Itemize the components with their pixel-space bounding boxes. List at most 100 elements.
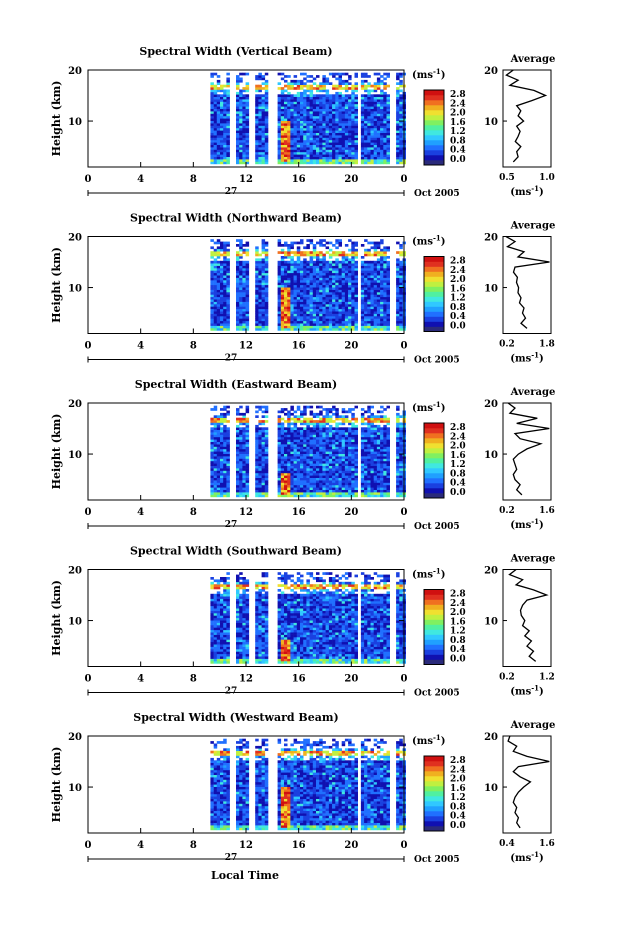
heatmap-cell xyxy=(309,328,314,331)
heatmap-cell xyxy=(332,125,336,129)
heatmap-cell xyxy=(325,410,330,414)
heatmap-cell xyxy=(258,72,262,76)
heatmap-cell xyxy=(396,103,400,107)
heatmap-cell xyxy=(296,292,301,295)
heatmap-cell xyxy=(300,434,304,438)
heatmap-cell xyxy=(367,265,371,269)
heatmap-cell xyxy=(245,156,250,160)
heatmap-cell xyxy=(303,294,307,298)
heatmap-cell xyxy=(360,120,365,124)
heatmap-cell xyxy=(287,149,291,153)
heatmap-cell xyxy=(338,94,342,97)
heatmap-cell xyxy=(296,159,301,162)
heatmap-cell xyxy=(216,120,221,124)
heatmap-cell xyxy=(344,434,349,438)
heatmap-cell xyxy=(351,446,355,450)
heatmap-cell xyxy=(380,258,384,262)
heatmap-cell xyxy=(335,480,339,483)
heatmap-cell xyxy=(316,144,320,148)
heatmap-cell xyxy=(258,477,262,481)
heatmap-cell xyxy=(373,270,378,274)
heatmap-cell xyxy=(277,142,282,145)
heatmap-cell xyxy=(296,149,301,153)
heatmap-cell xyxy=(277,316,282,319)
heatmap-cell xyxy=(261,123,266,126)
colorbar-swatch xyxy=(424,261,444,267)
heatmap-cell xyxy=(332,439,336,442)
heatmap-cell xyxy=(303,82,307,85)
heatmap-cell xyxy=(360,434,365,438)
heatmap-cell xyxy=(351,492,355,495)
heatmap-cell xyxy=(328,296,333,300)
heatmap-cell xyxy=(236,118,240,121)
heatmap-cell xyxy=(335,448,339,452)
heatmap-cell xyxy=(261,137,266,141)
heatmap-cell xyxy=(344,277,349,281)
heatmap-cell xyxy=(277,125,282,129)
heatmap-cell xyxy=(210,436,214,440)
heatmap-cell xyxy=(319,484,323,488)
y-axis-label: Height (km) xyxy=(50,247,63,323)
heatmap-cell xyxy=(255,451,259,454)
profile-unit-label: (ms-1) xyxy=(510,351,543,365)
heatmap-cell xyxy=(216,320,221,324)
heatmap-cell xyxy=(360,432,365,435)
heatmap-cell xyxy=(239,253,243,257)
heatmap-cell xyxy=(376,318,381,322)
heatmap-cell xyxy=(309,159,314,162)
heatmap-cell xyxy=(280,277,285,281)
heatmap-cell xyxy=(216,434,221,438)
heatmap-cell xyxy=(348,422,352,426)
heatmap-cell xyxy=(242,125,246,129)
heatmap-cell xyxy=(255,480,259,483)
heatmap-cell xyxy=(239,427,243,430)
heatmap-cell xyxy=(338,284,342,288)
heatmap-cell xyxy=(300,287,304,290)
heatmap-cell xyxy=(261,260,266,264)
heatmap-cell xyxy=(239,412,243,416)
heatmap-cell xyxy=(226,287,230,290)
heatmap-cell xyxy=(354,244,358,247)
heatmap-cell xyxy=(293,480,298,483)
heatmap-cell xyxy=(338,477,342,481)
heatmap-cell xyxy=(325,101,330,105)
heatmap-cell xyxy=(210,118,214,121)
heatmap-cell xyxy=(261,494,266,498)
heatmap-cell xyxy=(399,75,403,78)
heatmap-cell xyxy=(264,432,269,435)
heatmap-cell xyxy=(319,89,323,93)
heatmap-cell xyxy=(216,436,221,440)
heatmap-cell xyxy=(316,111,320,114)
heatmap-cell xyxy=(348,277,352,281)
heatmap-cell xyxy=(277,120,282,124)
heatmap-cell xyxy=(376,320,381,324)
heatmap-cell xyxy=(344,311,349,314)
heatmap-cell xyxy=(300,263,304,266)
heatmap-cell xyxy=(226,265,230,269)
heatmap-cell xyxy=(220,154,224,157)
heatmap-cell xyxy=(354,487,358,490)
heatmap-cell xyxy=(364,132,368,136)
heatmap-cell xyxy=(309,470,314,474)
heatmap-cell xyxy=(396,272,400,276)
heatmap-cell xyxy=(335,320,339,324)
heatmap-cell xyxy=(236,282,240,286)
heatmap-cell xyxy=(354,113,358,117)
heatmap-cell xyxy=(223,265,227,269)
heatmap-cell xyxy=(290,316,294,319)
heatmap-cell xyxy=(312,328,317,331)
heatmap-cell xyxy=(296,415,301,418)
heatmap-cell xyxy=(210,429,214,433)
heatmap-cell xyxy=(376,113,381,117)
heatmap-cell xyxy=(370,103,374,107)
heatmap-cell xyxy=(370,125,374,129)
heatmap-cell xyxy=(303,113,307,117)
heatmap-cell xyxy=(332,325,336,329)
heatmap-cell xyxy=(364,265,368,269)
heatmap-cell xyxy=(376,139,381,143)
profile-frame xyxy=(502,69,552,168)
heatmap-cell xyxy=(319,144,323,148)
heatmap-cell xyxy=(255,448,259,452)
heatmap-cell xyxy=(344,258,349,262)
heatmap-cell xyxy=(316,306,320,310)
